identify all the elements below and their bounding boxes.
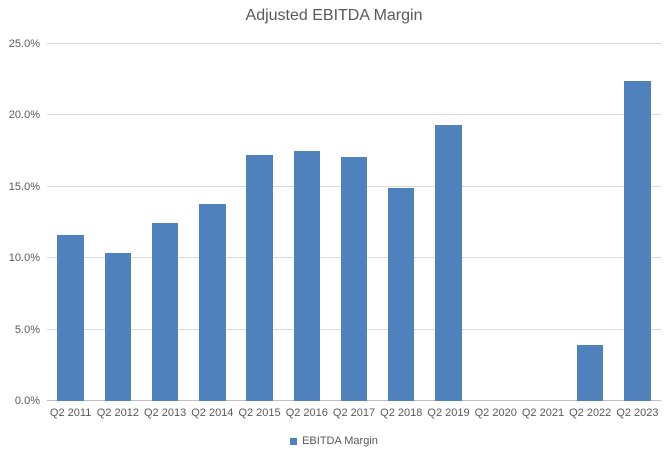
x-tick-label: Q2 2015 bbox=[238, 407, 281, 419]
bar[interactable] bbox=[435, 125, 462, 401]
bar-slot bbox=[614, 44, 661, 401]
bar-slot bbox=[47, 44, 94, 401]
bar-slot bbox=[519, 44, 566, 401]
y-tick-label: 25.0% bbox=[8, 38, 40, 50]
bar-slot bbox=[425, 44, 472, 401]
x-tick-label: Q2 2014 bbox=[191, 407, 234, 419]
y-tick-label: 10.0% bbox=[8, 252, 40, 265]
y-tick-label: 5.0% bbox=[14, 323, 40, 336]
legend-swatch-icon bbox=[290, 437, 298, 445]
x-tick-label: Q2 2019 bbox=[427, 407, 470, 419]
bar-series bbox=[47, 44, 661, 401]
x-tick-label: Q2 2013 bbox=[143, 407, 187, 419]
bar-slot bbox=[283, 44, 330, 401]
bar[interactable] bbox=[104, 252, 132, 401]
x-tick-label: Q2 2016 bbox=[285, 407, 328, 419]
bar-slot bbox=[236, 44, 283, 401]
bar[interactable] bbox=[340, 156, 368, 401]
bar[interactable] bbox=[388, 188, 415, 401]
bar-slot bbox=[567, 44, 614, 401]
x-tick-label: Q2 2023 bbox=[616, 407, 659, 419]
bar-slot bbox=[94, 44, 141, 401]
bar[interactable] bbox=[57, 235, 84, 401]
bar-slot bbox=[472, 44, 519, 401]
y-tick-label: 20.0% bbox=[8, 109, 40, 122]
x-tick-label: Q2 2011 bbox=[49, 407, 92, 419]
gridline bbox=[47, 114, 661, 116]
y-tick-label: 15.0% bbox=[8, 180, 40, 193]
bar-slot bbox=[378, 44, 425, 401]
x-axis: Q2 2011 Q2 2012 Q2 2013 Q2 2014 Q2 2015 Q2 20… bbox=[47, 407, 661, 419]
bar[interactable] bbox=[151, 222, 179, 401]
x-tick-label: Q2 2021 bbox=[521, 407, 565, 419]
y-axis: 0.0% 5.0% 10.0% 15.0% 20.0% 25.0% bbox=[0, 38, 41, 407]
bar-slot bbox=[189, 44, 236, 401]
gridline bbox=[47, 43, 661, 44]
x-tick-label: Q2 2020 bbox=[474, 407, 517, 419]
x-tick-label: Q2 2012 bbox=[96, 407, 139, 419]
bar-slot bbox=[141, 44, 188, 401]
y-tick-label: 0.0% bbox=[14, 395, 40, 407]
bar[interactable] bbox=[293, 151, 320, 401]
legend: EBITDA Margin bbox=[0, 435, 668, 447]
x-tick-label: Q2 2017 bbox=[332, 407, 376, 419]
x-tick-label: Q2 2022 bbox=[569, 407, 612, 419]
chart-title: Adjusted EBITDA Margin bbox=[245, 7, 423, 24]
bar[interactable] bbox=[624, 81, 651, 401]
bar-slot bbox=[330, 44, 377, 401]
x-tick-label: Q2 2018 bbox=[380, 407, 423, 419]
legend-label: EBITDA Margin bbox=[302, 435, 378, 447]
bar[interactable] bbox=[246, 155, 273, 401]
bar[interactable] bbox=[576, 345, 604, 401]
plot-area bbox=[47, 43, 661, 401]
bar[interactable] bbox=[199, 203, 226, 401]
